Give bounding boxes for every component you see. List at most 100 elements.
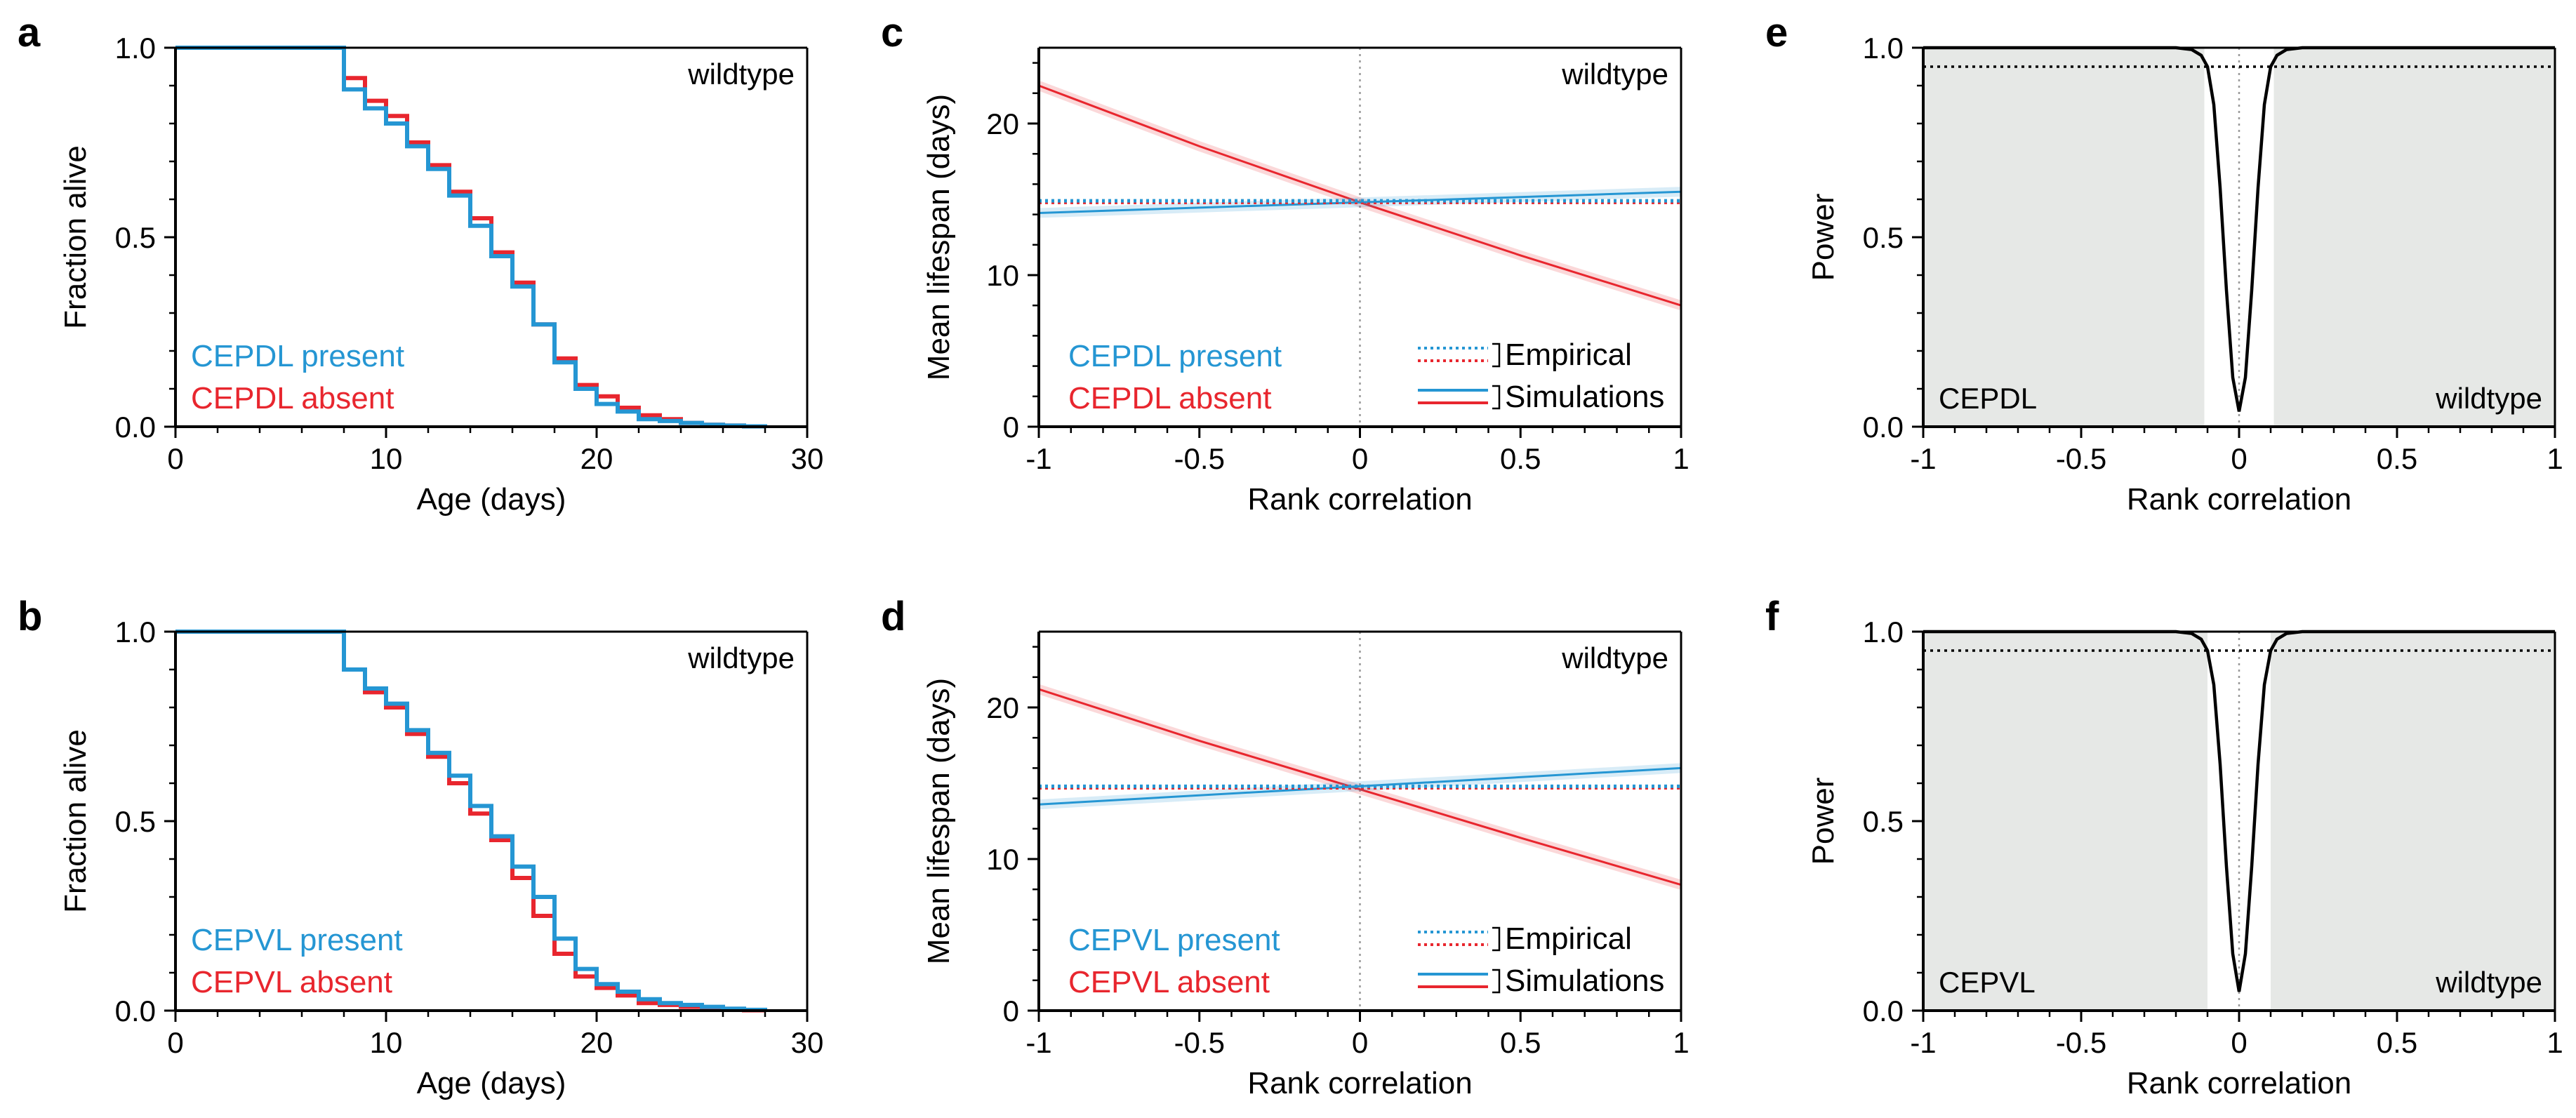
x-tick-label: 0	[2231, 442, 2247, 475]
x-tick-label: 0	[2231, 1026, 2247, 1059]
x-tick-label: 0	[1352, 442, 1368, 475]
x-tick-label: 10	[370, 1026, 403, 1059]
x-axis-label: Rank correlation	[2127, 482, 2351, 517]
y-axis-label: Mean lifespan (days)	[922, 94, 956, 380]
y-axis-label: Fraction alive	[58, 729, 93, 913]
x-tick-label: 30	[791, 442, 824, 475]
y-tick-label: 0	[1003, 411, 1019, 444]
x-tick-label: 0	[167, 442, 183, 475]
y-axis-label: Fraction alive	[58, 145, 93, 329]
legend-absent: CEPDL absent	[191, 381, 394, 415]
x-tick-label: 30	[791, 1026, 824, 1059]
legend-bracket	[1492, 342, 1501, 368]
series-line-data-1	[175, 630, 767, 1012]
y-tick-label: 20	[986, 107, 1019, 140]
y-tick-label: 1.0	[115, 32, 156, 65]
annotation-wildtype: wildtype	[2435, 966, 2542, 999]
panel-letter: d	[881, 594, 905, 639]
legend-present: CEPVL present	[191, 923, 403, 957]
series-line-simulation-1	[1038, 766, 1682, 806]
panel-letter: b	[18, 594, 42, 639]
x-axis-label: Rank correlation	[1247, 482, 1472, 517]
panel-f: f -1 -0.5 0 0.5 1 0.0 0.5 1.0 Rank correlation Pow…	[1765, 594, 2563, 1100]
x-tick-label: 20	[580, 1026, 613, 1059]
annotation-wildtype: wildtype	[687, 58, 795, 91]
x-axis-label: Rank correlation	[2127, 1066, 2351, 1100]
x-tick-label: 1	[1673, 442, 1689, 475]
y-axis-label: Power	[1806, 778, 1840, 865]
series-line-data-0	[1923, 46, 2555, 412]
shaded-region	[1923, 48, 2205, 427]
y-tick-label: 1.0	[1863, 615, 1904, 648]
x-tick-label: 0.5	[1500, 442, 1541, 475]
x-axis-label: Age (days)	[417, 1066, 566, 1100]
x-tick-label: 0	[167, 1026, 183, 1059]
y-axis-label: Mean lifespan (days)	[922, 678, 956, 964]
y-tick-label: 0.5	[1863, 221, 1904, 254]
legend-absent: CEPVL absent	[191, 965, 392, 999]
x-axis-label: Rank correlation	[1247, 1066, 1472, 1100]
x-axis-label: Age (days)	[417, 482, 566, 517]
panel-letter: e	[1765, 10, 1788, 55]
annotation-wildtype: wildtype	[2435, 382, 2542, 415]
x-tick-label: 1	[1673, 1026, 1689, 1059]
x-tick-label: 0.5	[1500, 1026, 1541, 1059]
annotation-neuron: CEPDL	[1939, 382, 2037, 415]
legend-present: CEPDL present	[191, 339, 404, 373]
legend-empirical-label: Empirical	[1505, 921, 1632, 956]
y-tick-label: 0.0	[1863, 994, 1904, 1027]
series-line-simulation-0	[1038, 688, 1682, 886]
y-tick-label: 0.0	[1863, 411, 1904, 444]
y-tick-label: 10	[986, 259, 1019, 292]
series-line-simulation-1	[1038, 190, 1682, 214]
x-tick-label: -0.5	[1174, 1026, 1225, 1059]
series-line-data-1	[175, 46, 767, 429]
legend-absent: CEPVL absent	[1068, 965, 1270, 999]
y-tick-label: 0.0	[115, 411, 156, 444]
legend-absent: CEPDL absent	[1068, 381, 1271, 415]
shaded-region	[2271, 632, 2555, 1011]
legend-simulations-label: Simulations	[1505, 964, 1664, 998]
legend-present: CEPVL present	[1068, 923, 1280, 957]
x-tick-label: -0.5	[2056, 1026, 2106, 1059]
panel-letter: a	[18, 10, 41, 55]
legend-bracket	[1492, 926, 1501, 952]
x-tick-label: -1	[1910, 1026, 1936, 1059]
x-tick-label: 0.5	[2377, 442, 2417, 475]
y-tick-label: 0.5	[1863, 805, 1904, 838]
y-tick-label: 1.0	[1863, 32, 1904, 65]
series-line-data-0	[1923, 630, 2555, 992]
y-tick-label: 0	[1003, 994, 1019, 1027]
y-tick-label: 10	[986, 843, 1019, 876]
x-tick-label: -0.5	[2056, 442, 2106, 475]
shaded-region	[2273, 48, 2555, 427]
shaded-region	[1923, 632, 2207, 1011]
panel-a: a 0 10 20 30 0.0 0.5 1.0 Age (days) Fraction aliv…	[18, 10, 823, 517]
x-tick-label: 0	[1352, 1026, 1368, 1059]
legend-bracket	[1492, 385, 1501, 410]
legend-bracket	[1492, 969, 1501, 994]
annotation-wildtype: wildtype	[1561, 58, 1668, 91]
y-tick-label: 1.0	[115, 615, 156, 648]
panel-letter: c	[881, 10, 903, 55]
panel-e: e -1 -0.5 0 0.5 1 0.0 0.5 1.0 Rank correlation Pow…	[1765, 10, 2563, 517]
x-tick-label: -1	[1025, 1026, 1051, 1059]
annotation-wildtype: wildtype	[1561, 641, 1668, 674]
annotation-wildtype: wildtype	[687, 641, 795, 674]
x-tick-label: -1	[1025, 442, 1051, 475]
x-tick-label: 0.5	[2377, 1026, 2417, 1059]
annotation-neuron: CEPVL	[1939, 966, 2036, 999]
x-tick-label: -1	[1910, 442, 1936, 475]
y-tick-label: 0.5	[115, 805, 156, 838]
x-tick-label: 20	[580, 442, 613, 475]
panel-letter: f	[1765, 594, 1779, 639]
y-tick-label: 0.0	[115, 994, 156, 1027]
y-tick-label: 20	[986, 691, 1019, 724]
x-tick-label: 10	[370, 442, 403, 475]
x-tick-label: 1	[2547, 1026, 2563, 1059]
x-tick-label: -0.5	[1174, 442, 1225, 475]
legend-empirical-label: Empirical	[1505, 338, 1632, 372]
